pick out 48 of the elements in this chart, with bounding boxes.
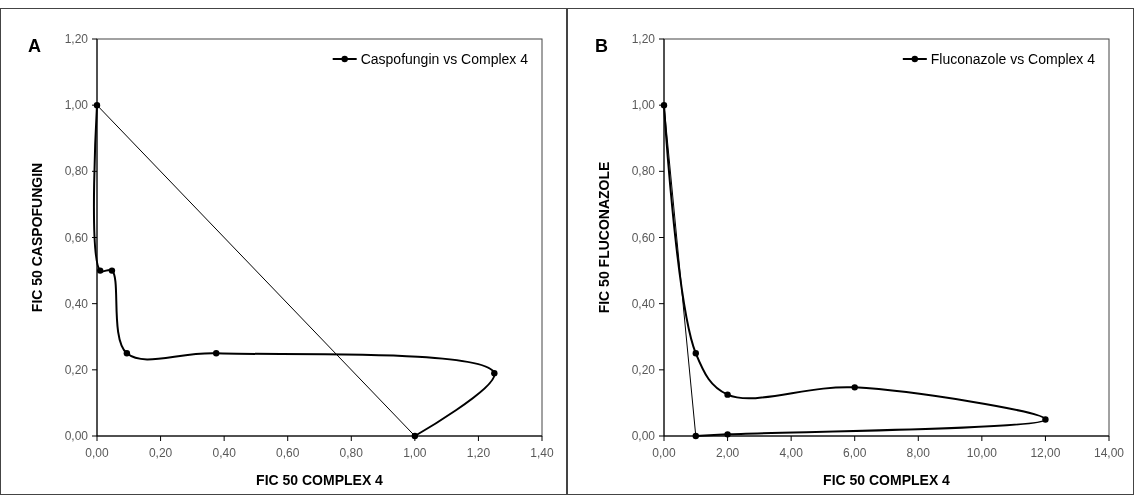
y-tick-label: 1,20 [631,32,656,46]
y-tick-label: 0,80 [631,164,656,179]
x-tick-label: 0,00 [652,446,676,460]
legend-label: Fluconazole vs Complex 4 [930,51,1096,67]
y-tick-label: 0,40 [631,296,656,311]
x-tick-label: 8,00 [906,446,931,460]
x-tick-label: 0,60 [276,446,300,460]
y-tick-label: 0,00 [64,429,89,443]
y-tick-label: 0,40 [64,296,89,311]
x-tick-label: 12,00 [1030,446,1061,460]
point [851,384,858,391]
point [213,350,220,357]
chart-title: A [28,36,41,56]
y-tick-label: 1,00 [64,98,89,113]
point [692,350,699,357]
x-tick-label: 0,20 [148,446,173,460]
y-axis-title: FIC 50 CASPOFUNGIN [29,162,45,313]
point [724,391,731,398]
point [724,431,731,438]
y-tick-label: 1,20 [64,32,89,46]
x-tick-label: 10,00 [966,446,998,460]
y-tick-label: 0,00 [631,429,656,443]
legend-label: Caspofungin vs Complex 4 [360,51,529,67]
point [123,350,131,357]
x-tick-label: 0,80 [339,446,364,460]
y-tick-label: 0,20 [64,362,89,377]
x-tick-label: 4,00 [779,446,804,460]
x-tick-label: 2,00 [715,446,740,460]
x-tick-label: 14,00 [1093,446,1125,460]
x-tick-label: 1,00 [403,446,427,460]
y-tick-label: 0,20 [631,362,656,377]
y-tick-label: 1,00 [631,98,656,113]
chart-title: B [595,36,608,56]
y-tick-label: 0,80 [64,164,89,179]
x-axis-title: FIC 50 COMPLEX 4 [823,472,951,488]
y-tick-label: 0,60 [64,230,89,245]
x-tick-label: 0,40 [212,446,237,460]
x-tick-label: 6,00 [843,446,867,460]
y-tick-label: 0,60 [631,230,656,245]
x-tick-label: 1,40 [530,446,554,460]
point [1042,416,1049,423]
point [491,369,498,377]
x-tick-label: 0,00 [85,446,109,460]
point [108,267,116,274]
point [96,267,104,274]
x-axis-title: FIC 50 COMPLEX 4 [256,472,384,488]
y-axis-title: FIC 50 FLUCONAZOLE [596,161,612,314]
x-tick-label: 1,20 [466,446,491,460]
